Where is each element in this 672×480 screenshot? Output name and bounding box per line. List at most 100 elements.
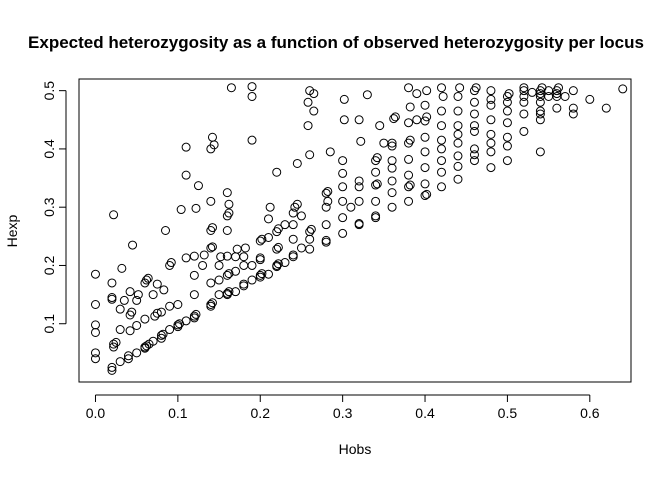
data-point [176,205,186,215]
data-point [143,273,153,283]
data-point [338,213,348,223]
data-point [486,115,496,125]
data-point [189,290,199,300]
data-point [305,227,315,237]
data-point [90,327,100,337]
data-point [339,94,349,104]
data-point [191,309,201,319]
x-tick-label: 0.5 [498,405,518,421]
data-point [232,244,242,254]
data-point [191,203,201,213]
data-point [150,311,160,321]
data-point [222,270,232,280]
data-point [305,150,315,160]
data-point [437,135,447,145]
data-point [404,170,414,180]
data-point [438,91,448,101]
data-point [173,320,183,330]
data-point [247,91,257,101]
data-point [412,89,422,99]
data-point [404,196,414,206]
x-tick-label: 0.3 [333,405,353,421]
data-point [354,115,364,125]
data-point [148,336,158,346]
data-point [128,240,138,250]
data-point [125,326,135,336]
data-point [387,188,397,198]
data-point [338,168,348,178]
data-point [420,132,430,142]
data-point [263,269,273,279]
data-point [544,86,554,96]
data-point [372,153,382,163]
data-point [173,300,183,310]
data-point [375,121,385,131]
data-point [292,158,302,168]
data-point [224,208,234,218]
data-point [453,121,463,131]
y-tick-label: 0.2 [41,256,57,276]
data-point [117,263,127,273]
data-point [371,167,381,177]
data-point [387,202,397,212]
data-point [107,362,117,372]
data-point [321,188,331,198]
data-point [338,156,348,166]
data-point [453,91,463,101]
data-point [362,90,372,100]
data-point [387,156,397,166]
data-point [387,176,397,186]
plot-area-frame [78,78,632,383]
data-point [207,223,217,233]
data-point [519,126,529,136]
data-point [372,179,382,189]
data-point [502,106,512,116]
data-point [280,258,290,268]
data-point [123,351,133,361]
data-point [123,354,133,364]
data-point [405,102,415,112]
data-point [568,103,578,113]
data-point [132,295,142,305]
data-point [437,144,447,154]
data-point [502,141,512,151]
data-point [119,295,129,305]
y-tick-label: 0.3 [41,197,57,217]
data-point [288,234,298,244]
data-point [420,116,430,126]
data-point [560,91,570,101]
data-point [292,199,302,209]
data-point [152,308,162,318]
data-point [239,252,249,262]
data-point [296,211,306,221]
data-point [158,329,168,339]
data-point [405,135,415,145]
data-point [371,196,381,206]
data-point [387,141,397,151]
data-point [273,224,283,234]
data-point [453,106,463,116]
data-point [273,242,283,252]
data-point [387,163,397,173]
data-point [132,348,142,358]
data-point [339,115,349,125]
x-tick-label: 0.4 [415,405,435,421]
data-point [519,91,529,101]
x-tick-label: 0.0 [86,405,106,421]
data-point [296,243,306,253]
data-point [404,154,414,164]
data-point [420,163,430,173]
data-point [306,224,316,234]
data-point [214,290,224,300]
data-point [255,253,265,263]
y-tick-label: 0.4 [41,139,57,159]
data-point [148,290,158,300]
data-point [156,333,166,343]
data-point [502,97,512,107]
data-point [222,188,232,198]
data-point [486,129,496,139]
data-point [132,320,142,330]
data-point [224,199,234,209]
data-point [226,83,236,93]
